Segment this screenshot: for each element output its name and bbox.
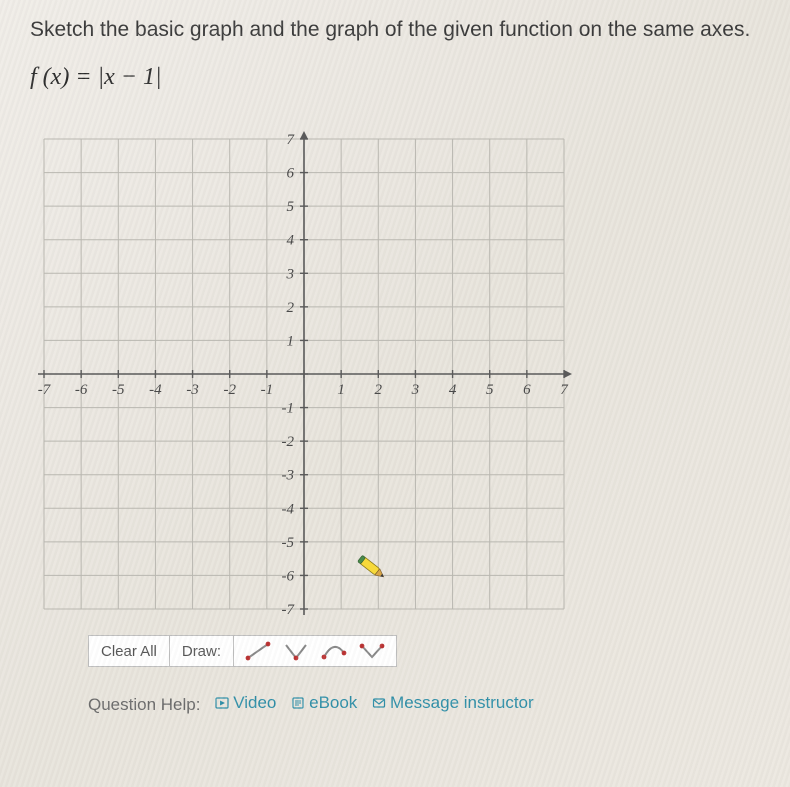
svg-text:4: 4 <box>449 382 457 398</box>
svg-text:6: 6 <box>523 382 531 398</box>
question-help-row: Question Help: Video eBook Message instr… <box>88 693 760 715</box>
play-icon <box>215 696 229 710</box>
svg-text:-4: -4 <box>282 501 295 517</box>
svg-text:-1: -1 <box>261 382 274 398</box>
line-segment-tool[interactable] <box>244 640 272 662</box>
svg-text:2: 2 <box>287 300 295 316</box>
svg-text:-2: -2 <box>223 382 236 398</box>
svg-text:-6: -6 <box>75 382 88 398</box>
svg-text:-4: -4 <box>149 382 162 398</box>
ebook-link-label: eBook <box>309 693 357 713</box>
svg-text:3: 3 <box>411 382 420 398</box>
svg-text:5: 5 <box>287 199 295 215</box>
function-formula: f (x) = |x − 1| <box>30 64 760 91</box>
instruction-text: Sketch the basic graph and the graph of … <box>30 18 760 42</box>
curve-tool[interactable] <box>320 640 348 662</box>
tool-icons-group <box>234 635 397 667</box>
svg-text:-7: -7 <box>38 382 52 398</box>
svg-text:3: 3 <box>286 266 295 282</box>
svg-text:6: 6 <box>287 166 295 182</box>
svg-text:4: 4 <box>287 233 295 249</box>
book-icon <box>291 696 305 710</box>
v-down-tool[interactable] <box>358 640 386 662</box>
svg-text:-3: -3 <box>282 468 295 484</box>
svg-text:-5: -5 <box>282 535 295 551</box>
svg-text:1: 1 <box>287 333 295 349</box>
svg-text:5: 5 <box>486 382 494 398</box>
svg-text:1: 1 <box>337 382 345 398</box>
svg-text:-2: -2 <box>282 434 295 450</box>
svg-text:-7: -7 <box>282 602 296 618</box>
message-link[interactable]: Message instructor <box>372 693 534 713</box>
svg-text:7: 7 <box>560 382 569 398</box>
ebook-link[interactable]: eBook <box>291 693 357 713</box>
svg-text:-3: -3 <box>186 382 199 398</box>
mail-icon <box>372 696 386 710</box>
message-link-label: Message instructor <box>390 693 534 713</box>
draw-label: Draw: <box>170 635 234 667</box>
help-label: Question Help: <box>88 695 200 714</box>
video-link[interactable]: Video <box>215 693 276 713</box>
coordinate-grid[interactable]: -7 -6 -5 -4 -3 -2 -1 1 2 3 4 5 6 7 -7 -6 -5 -4 -3 -2 -1 1 2 3 4 5… <box>24 119 584 629</box>
video-link-label: Video <box>233 693 276 713</box>
draw-toolbar: Clear All Draw: <box>88 635 760 667</box>
svg-text:-5: -5 <box>112 382 125 398</box>
svg-text:-6: -6 <box>282 568 295 584</box>
absolute-value-tool[interactable] <box>282 640 310 662</box>
clear-all-button[interactable]: Clear All <box>88 635 170 667</box>
pencil-cursor-icon <box>353 555 389 579</box>
svg-text:2: 2 <box>375 382 383 398</box>
svg-text:7: 7 <box>287 132 296 148</box>
svg-text:-1: -1 <box>282 401 295 417</box>
graph-canvas[interactable]: -7 -6 -5 -4 -3 -2 -1 1 2 3 4 5 6 7 -7 -6 -5 -4 -3 -2 -1 1 2 3 4 5… <box>24 119 584 639</box>
